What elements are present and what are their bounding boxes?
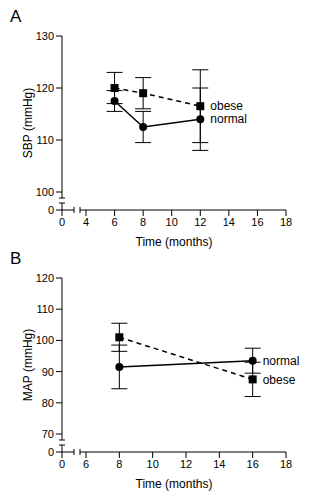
- svg-text:4: 4: [83, 216, 89, 228]
- svg-text:SBP (mmHg): SBP (mmHg): [21, 88, 35, 158]
- svg-text:130: 130: [36, 30, 54, 42]
- svg-text:16: 16: [247, 458, 259, 470]
- svg-text:120: 120: [36, 82, 54, 94]
- svg-text:100: 100: [36, 186, 54, 198]
- svg-text:10: 10: [166, 216, 178, 228]
- svg-text:normal: normal: [210, 112, 247, 126]
- svg-text:obese: obese: [210, 99, 243, 113]
- svg-text:normal: normal: [263, 354, 300, 368]
- svg-text:10: 10: [147, 458, 159, 470]
- svg-text:0: 0: [59, 458, 65, 470]
- svg-text:110: 110: [36, 303, 54, 315]
- svg-text:80: 80: [42, 397, 54, 409]
- html-text:B: B: [10, 249, 22, 268]
- svg-text:obese: obese: [263, 373, 296, 387]
- svg-text:8: 8: [116, 458, 122, 470]
- svg-text:6: 6: [83, 458, 89, 470]
- svg-text:18: 18: [280, 458, 292, 470]
- svg-text:Time (months): Time (months): [136, 235, 213, 249]
- svg-text:0: 0: [59, 216, 65, 228]
- svg-text:70: 70: [42, 428, 54, 440]
- svg-text:120: 120: [36, 272, 54, 284]
- svg-text:14: 14: [213, 458, 225, 470]
- svg-text:90: 90: [42, 366, 54, 378]
- svg-text:Time (months): Time (months): [136, 477, 213, 491]
- svg-text:18: 18: [280, 216, 292, 228]
- svg-text:12: 12: [180, 458, 192, 470]
- svg-text:110: 110: [36, 134, 54, 146]
- svg-text:8: 8: [140, 216, 146, 228]
- svg-text:6: 6: [112, 216, 118, 228]
- html-text:A: A: [10, 7, 22, 26]
- svg-text:14: 14: [223, 216, 235, 228]
- svg-text:0: 0: [48, 446, 54, 458]
- svg-text:12: 12: [194, 216, 206, 228]
- svg-text:16: 16: [251, 216, 263, 228]
- svg-text:100: 100: [36, 334, 54, 346]
- svg-text:0: 0: [48, 204, 54, 216]
- svg-text:MAP (mmHg): MAP (mmHg): [21, 329, 35, 401]
